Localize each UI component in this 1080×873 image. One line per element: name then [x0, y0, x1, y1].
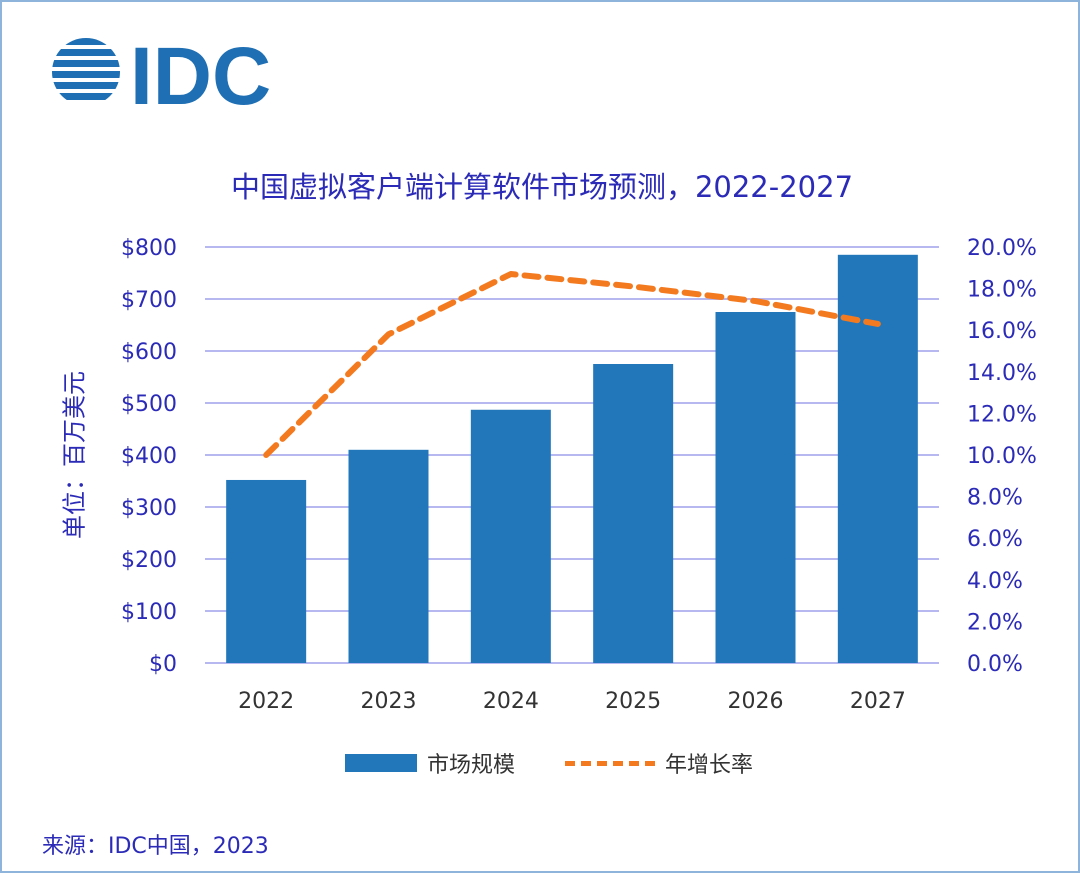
- y-tick-label: $0: [149, 652, 177, 677]
- x-tick-label: 2026: [728, 689, 784, 714]
- bar-2026: [715, 312, 796, 663]
- legend-bar-swatch: [345, 754, 417, 772]
- y2-tick-label: 4.0%: [967, 569, 1023, 594]
- y2-tick-label: 2.0%: [967, 610, 1023, 635]
- y2-tick-label: 18.0%: [967, 278, 1037, 303]
- y-tick-label: $600: [121, 340, 177, 365]
- bar-2022: [226, 479, 307, 663]
- x-tick-label: 2022: [238, 689, 294, 714]
- y-tick-label: $800: [121, 236, 177, 261]
- y2-tick-label: 14.0%: [967, 361, 1037, 386]
- y2-tick-label: 10.0%: [967, 444, 1037, 469]
- legend-line-swatch: [565, 760, 656, 766]
- bar-2024: [470, 409, 551, 663]
- y2-tick-label: 20.0%: [967, 236, 1037, 261]
- legend-label-growth: 年增长率: [665, 753, 754, 778]
- y2-tick-label: 8.0%: [967, 486, 1023, 511]
- y-tick-label: $100: [121, 600, 177, 625]
- chart-title: 中国虚拟客户端计算软件市场预测，2022-2027: [230, 170, 854, 204]
- source-note: 来源：IDC中国，2023: [42, 834, 269, 859]
- x-tick-label: 2024: [483, 689, 539, 714]
- legend-label-market: 市场规模: [427, 753, 516, 778]
- legend: 市场规模 年增长率: [345, 747, 753, 779]
- y-tick-label: $500: [121, 392, 177, 417]
- growth-rate-line: [263, 271, 881, 458]
- y-tick-label: $400: [121, 444, 177, 469]
- y2-tick-label: 16.0%: [967, 319, 1037, 344]
- x-tick-label: 2025: [605, 689, 661, 714]
- y-tick-label: $300: [121, 496, 177, 521]
- idc-logo: IDC: [52, 32, 271, 112]
- bar-2025: [593, 364, 674, 663]
- svg-text:IDC: IDC: [130, 32, 271, 112]
- y2-tick-label: 12.0%: [967, 402, 1037, 427]
- y-tick-label: $700: [121, 288, 177, 313]
- x-tick-label: 2023: [361, 689, 417, 714]
- y-tick-label: $200: [121, 548, 177, 573]
- y2-tick-label: 6.0%: [967, 527, 1023, 552]
- x-tick-label: 2027: [850, 689, 906, 714]
- bar-2023: [348, 449, 429, 663]
- y2-tick-label: 0.0%: [967, 652, 1023, 677]
